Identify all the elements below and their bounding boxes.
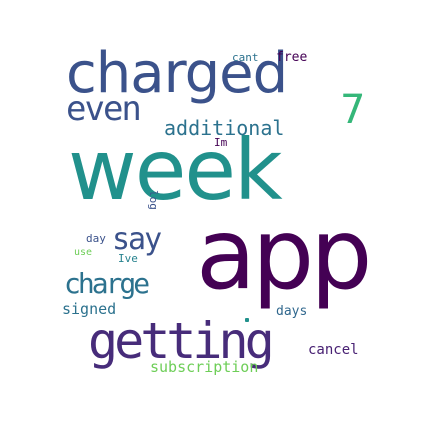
word-signed: signed [62,300,117,318]
word-getting: getting [88,312,275,370]
word-cancel: cancel [308,342,359,358]
word-seven: 7 [340,87,366,133]
word-additional: additional [164,116,285,140]
word-log: log [147,190,160,210]
word-charge: charge [64,267,150,300]
speck-dot [245,318,249,322]
word-say: say [112,222,162,257]
word-charged: charged [66,41,288,106]
word-subscription: subscription [150,358,259,376]
word-days: days [276,304,308,319]
word-even: even [66,89,142,129]
word-free: free [276,50,308,65]
word-Im: Im [214,136,228,149]
word-week: week [68,121,283,219]
word-cant: cant [232,51,259,64]
word-Ive: Ive [118,252,138,265]
word-app: app [196,198,372,312]
word-use: use [74,247,93,258]
word-day: day [86,232,106,245]
